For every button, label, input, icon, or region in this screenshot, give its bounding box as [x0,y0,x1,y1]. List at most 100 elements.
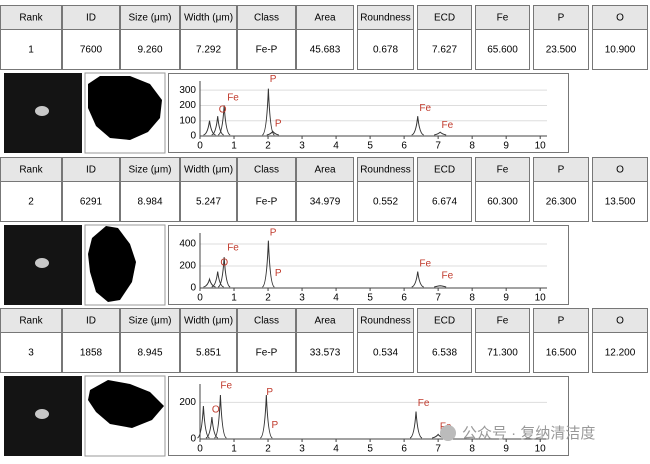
y-tick-label: 0 [190,131,196,142]
peak-label: Fe [220,380,232,391]
x-tick-label: 0 [197,293,203,304]
data-cell [180,181,237,222]
data-cell [0,29,62,70]
watermark-icon [440,425,456,441]
header-cell [296,5,354,30]
header-label: O [616,165,624,176]
header-label: Size (μm) [129,13,172,24]
data-value: 26.300 [546,197,577,208]
spectrum-peak [262,240,275,288]
header-cell [180,157,237,182]
data-value: 9.260 [137,45,162,56]
data-value: 71.300 [487,348,518,359]
header-cell [475,5,530,30]
spectrum-peak [434,131,447,136]
header-cell [296,308,354,333]
data-value: 5.851 [196,348,221,359]
x-tick-label: 1 [231,444,237,455]
data-value: 7.627 [432,45,457,56]
x-tick-label: 9 [503,141,509,152]
header-label: Width (μm) [184,13,233,24]
header-label: Size (μm) [129,165,172,176]
peak-label: O [220,257,228,268]
spectrum-peak [266,130,279,136]
data-value: 1858 [80,348,103,359]
header-cell [357,157,414,182]
data-cell [0,181,62,222]
x-tick-label: 7 [435,444,441,455]
x-tick-label: 1 [231,141,237,152]
data-cell [120,332,180,373]
spectrum-peak [411,116,424,136]
header-label: O [616,13,624,24]
header-cell [120,157,180,182]
header-label: P [558,316,565,327]
header-cell [237,157,296,182]
x-tick-label: 5 [367,444,373,455]
x-tick-label: 9 [503,444,509,455]
data-cell [62,181,120,222]
data-value: 6.674 [432,197,457,208]
data-cell [475,332,530,373]
y-tick-label: 400 [179,239,196,250]
peak-label: P [270,74,277,85]
spectrum-peak [434,285,447,288]
header-cell [62,157,120,182]
y-tick-label: 200 [179,100,196,111]
data-cell [475,29,530,70]
x-tick-label: 2 [265,293,271,304]
header-label: Fe [497,165,509,176]
x-tick-label: 3 [299,141,305,152]
peak-label: O [219,105,227,116]
peak-label: Fe [442,120,454,131]
header-cell [592,308,648,333]
header-label: P [558,13,565,24]
x-tick-label: 10 [535,444,547,455]
y-tick-label: 0 [190,434,196,445]
x-tick-label: 6 [401,293,407,304]
x-tick-label: 2 [265,444,271,455]
watermark-text: 公众号 · 复纳清洁度 [462,424,595,442]
header-label: Rank [19,13,43,24]
header-cell [417,308,472,333]
header-label: Roundness [360,165,411,176]
spectrum-peak [197,405,210,439]
x-tick-label: 8 [469,293,475,304]
x-tick-label: 6 [401,444,407,455]
header-label: ID [86,316,96,327]
spectrum-peak [214,394,227,439]
header-label: Class [254,165,279,176]
x-tick-label: 7 [435,293,441,304]
data-cell [357,181,414,222]
peak-label: Fe [419,258,431,269]
peak-label: P [266,387,273,398]
header-label: Rank [19,316,43,327]
peak-label: P [275,268,282,279]
peak-label: Fe [227,92,239,103]
header-cell [0,308,62,333]
data-cell [0,332,62,373]
data-cell [357,29,414,70]
header-label: Size (μm) [129,316,172,327]
peak-label: Fe [419,103,431,114]
header-cell [120,308,180,333]
header-label: P [558,165,565,176]
data-value: Fe-P [256,45,278,56]
spectrum-peak [260,394,273,439]
x-tick-label: 10 [535,293,547,304]
x-tick-label: 8 [469,444,475,455]
data-cell [237,181,296,222]
header-label: Roundness [360,316,411,327]
data-cell [62,332,120,373]
particle [35,106,49,116]
data-cell [296,181,354,222]
data-cell [533,332,589,373]
y-tick-label: 0 [190,283,196,294]
spectrum-peak [217,257,231,288]
spectrum-box [168,376,569,456]
x-tick-label: 3 [299,444,305,455]
header-label: Roundness [360,13,411,24]
data-value: 23.500 [546,45,577,56]
data-cell [120,29,180,70]
header-label: Class [254,316,279,327]
